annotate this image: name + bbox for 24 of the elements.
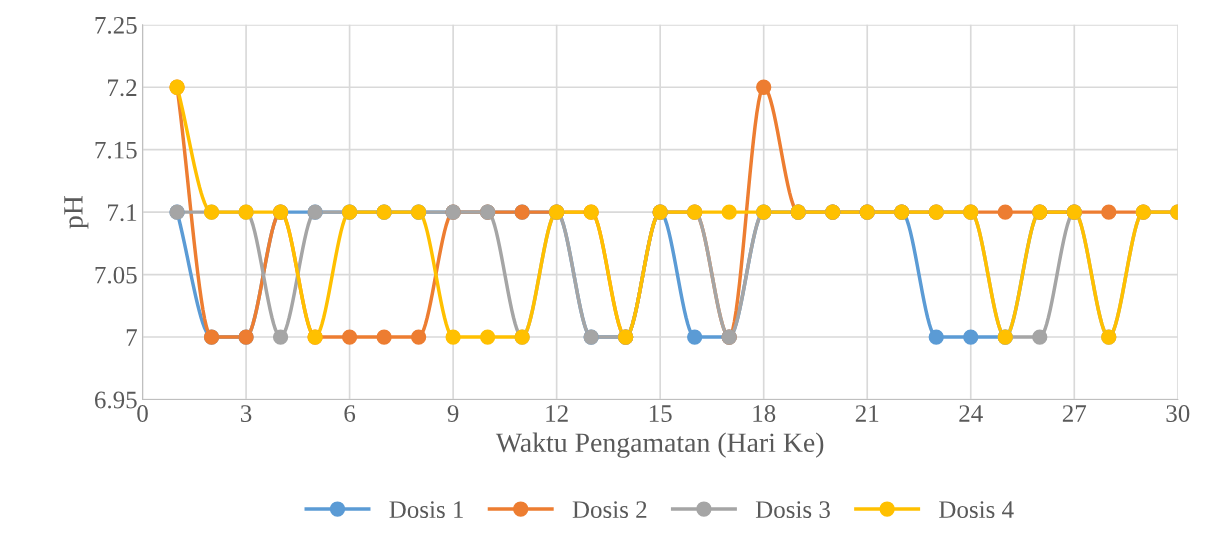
y-tick-label: 7.1 — [108, 204, 137, 222]
x-tick-label: 3 — [241, 405, 252, 422]
x-axis-title: Waktu Pengamatan (Hari Ke) — [495, 432, 824, 458]
x-tick-label: 24 — [959, 405, 983, 422]
y-axis-title: pH — [64, 195, 89, 229]
x-tick-label: 0 — [137, 405, 148, 422]
legend-label: Dosis 1 — [389, 501, 463, 519]
y-tick-label: 7.05 — [95, 266, 137, 284]
x-tick-label: 30 — [1166, 405, 1190, 422]
y-tick-label: 6.95 — [95, 391, 137, 409]
legend-label: Dosis 3 — [755, 501, 830, 519]
x-tick-label: 12 — [546, 405, 568, 422]
x-tick-label: 6 — [344, 405, 356, 422]
x-tick-label: 9 — [447, 405, 459, 422]
legend-label: Dosis 4 — [939, 501, 1014, 519]
y-tick-label: 7.15 — [95, 141, 137, 159]
legend-label: Dosis 2 — [572, 501, 647, 519]
x-tick-label: 27 — [1062, 405, 1087, 422]
y-tick-label: 7.2 — [108, 79, 137, 97]
y-tick-label: 7.25 — [95, 16, 137, 34]
x-tick-label: 15 — [649, 405, 672, 422]
x-tick-label: 21 — [855, 405, 879, 422]
y-tick-label: 7 — [126, 329, 137, 346]
x-tick-label: 18 — [753, 405, 776, 422]
